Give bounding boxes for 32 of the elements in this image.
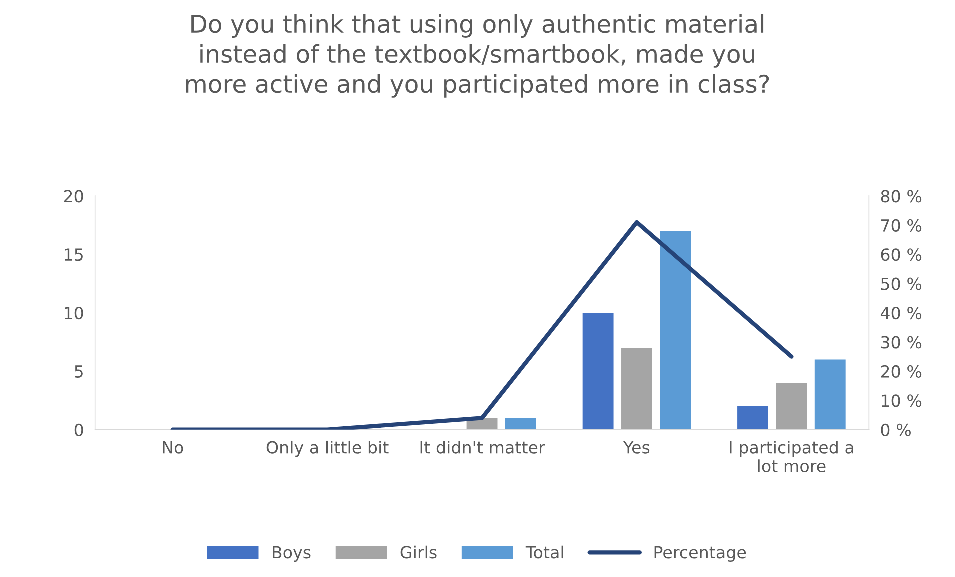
bar <box>660 231 692 430</box>
line-series <box>170 220 794 430</box>
y2-tick-label: 60 % <box>881 248 922 262</box>
legend-label: Percentage <box>654 546 746 562</box>
y2-tick-label: 40 % <box>880 306 922 320</box>
chart-title: Do you think that using only authentic material instead of the textbook/smartbook, made you more active and you participated more in class? <box>186 14 770 98</box>
y2-tick-label: 30 % <box>881 336 922 349</box>
y-tick-label: 20 <box>64 190 84 203</box>
y2-tick-label: 10 % <box>882 394 922 408</box>
y2-tick-label: 0 % <box>881 424 911 436</box>
y2-tick-label: 50 % <box>881 278 922 290</box>
y-tick-label: 15 <box>65 248 83 262</box>
bar <box>505 418 536 430</box>
x-tick-label: Only a little bit <box>266 440 389 458</box>
bar <box>738 406 768 430</box>
x-tick-label: Yes <box>623 441 650 454</box>
y2-tick-label: 70 % <box>882 219 922 232</box>
bar <box>622 348 652 430</box>
x-tick-label: No <box>163 441 184 454</box>
x-tick-label: It didn't matter <box>420 440 546 454</box>
legend-label: Total <box>526 546 564 559</box>
y-tick-label: 5 <box>75 366 83 378</box>
bar <box>814 360 846 430</box>
y-tick-label: 0 <box>74 424 84 436</box>
y2-tick-label: 80 % <box>881 190 922 203</box>
y2-tick-label: 20 % <box>881 365 922 378</box>
bar <box>582 313 614 430</box>
legend-label: Girls <box>400 546 437 559</box>
bar <box>776 383 808 430</box>
y-tick-label: 10 <box>65 306 84 320</box>
x-tick-label: I participated a lot more <box>730 440 854 473</box>
legend-label: Boys <box>273 546 311 562</box>
